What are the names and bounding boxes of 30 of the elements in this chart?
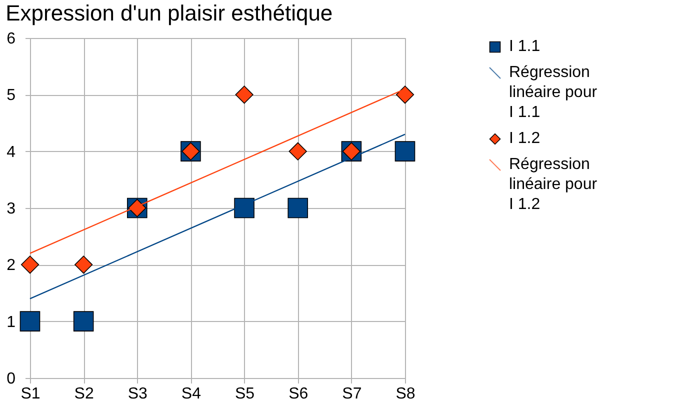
point xyxy=(234,198,254,218)
point xyxy=(73,311,94,332)
point xyxy=(74,256,93,274)
point xyxy=(20,256,40,274)
x-tick-label: S3 xyxy=(128,386,148,401)
legend-label: Régression linéaire pour I 1.1 xyxy=(509,64,598,121)
x-tick-label: S7 xyxy=(342,386,362,401)
y-tick-label: 0 xyxy=(6,370,16,388)
point xyxy=(20,311,40,332)
legend-label: I 1.2 xyxy=(509,130,540,147)
legend-label: Régression linéaire pour I 1.2 xyxy=(509,156,598,213)
y-tick-label: 6 xyxy=(6,30,16,48)
y-tick-label: 5 xyxy=(6,87,16,104)
point xyxy=(394,141,416,162)
point xyxy=(235,86,254,104)
y-tick-label: 2 xyxy=(6,257,16,274)
y-tick-label: 3 xyxy=(6,200,16,218)
x-tick-label: S2 xyxy=(74,386,94,401)
x-tick-label: S6 xyxy=(288,386,308,401)
x-tick-label: S4 xyxy=(181,386,202,401)
x-tick-label: S5 xyxy=(234,386,255,401)
point xyxy=(396,86,414,104)
x-tick-label: S1 xyxy=(20,386,40,401)
x-tick-label: S8 xyxy=(396,386,416,401)
point xyxy=(288,198,308,218)
y-tick-label: 1 xyxy=(6,314,16,331)
y-tick-label: 4 xyxy=(6,144,16,161)
point xyxy=(288,142,307,160)
legend-label: I 1.1 xyxy=(509,38,540,55)
chart-title: Expression d'un plaisir esthétique xyxy=(6,0,333,26)
